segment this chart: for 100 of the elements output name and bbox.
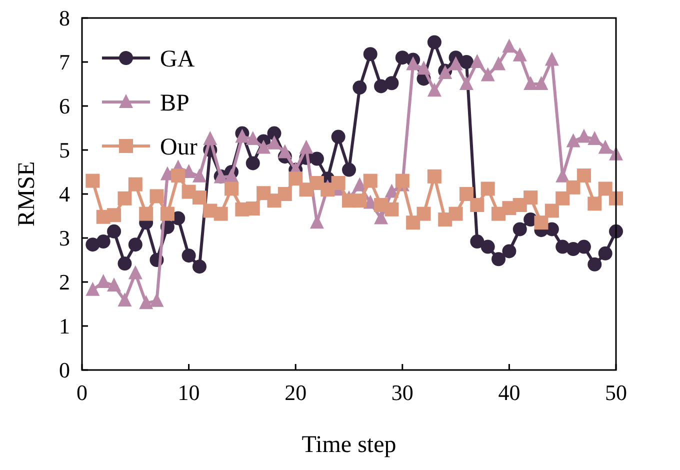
point <box>598 246 612 260</box>
point <box>480 67 495 82</box>
point <box>406 216 420 230</box>
point <box>118 191 132 206</box>
point <box>256 140 271 154</box>
point <box>459 76 474 90</box>
point <box>246 202 260 216</box>
point <box>427 82 442 97</box>
point <box>588 196 602 211</box>
point <box>588 257 602 272</box>
point <box>492 56 506 70</box>
point <box>86 282 100 296</box>
point <box>492 252 506 266</box>
point <box>352 80 367 95</box>
point <box>556 191 570 206</box>
point <box>598 140 612 154</box>
point <box>235 128 250 143</box>
y-axis-title: RMSE <box>14 161 40 227</box>
point <box>427 169 442 184</box>
point <box>448 206 463 221</box>
point <box>139 206 154 221</box>
point <box>150 189 164 204</box>
point <box>459 187 474 201</box>
point <box>139 295 154 310</box>
point <box>470 54 484 68</box>
point <box>192 260 206 274</box>
point <box>534 76 548 90</box>
point <box>416 60 431 75</box>
point <box>384 76 399 90</box>
point <box>107 278 122 292</box>
point <box>363 174 378 188</box>
point <box>96 234 110 249</box>
point <box>502 244 516 258</box>
y-tick-label: 1 <box>59 314 70 339</box>
point <box>107 208 122 222</box>
point <box>267 135 282 150</box>
point <box>331 130 346 144</box>
point <box>395 174 410 188</box>
point <box>524 76 538 90</box>
x-axis-title: Time step <box>302 432 396 458</box>
y-tick-label: 0 <box>59 358 70 383</box>
point <box>384 202 399 216</box>
point <box>384 184 399 198</box>
point <box>480 240 495 254</box>
point <box>416 206 431 221</box>
x-tick-label: 30 <box>391 380 414 405</box>
point <box>299 140 314 154</box>
point <box>128 265 142 280</box>
point <box>512 47 527 62</box>
point <box>534 216 548 230</box>
point <box>448 56 463 70</box>
y-tick-label: 8 <box>59 6 70 31</box>
y-tick-label: 2 <box>59 270 70 295</box>
point <box>246 131 260 145</box>
point <box>588 131 602 145</box>
x-tick-label: 10 <box>178 380 200 405</box>
point <box>246 156 260 170</box>
point <box>544 52 559 66</box>
y-tick-label: 6 <box>59 94 70 119</box>
point <box>128 177 142 192</box>
point <box>150 292 164 307</box>
point <box>288 172 303 186</box>
y-tick-label: 3 <box>59 226 70 251</box>
point <box>576 128 591 143</box>
point <box>331 176 346 190</box>
point <box>374 210 388 224</box>
point <box>524 190 538 205</box>
point <box>406 56 420 70</box>
y-tick-label: 4 <box>59 182 70 207</box>
point <box>171 168 186 183</box>
point <box>566 133 580 148</box>
point <box>278 187 292 201</box>
point <box>576 168 591 183</box>
point <box>427 35 442 50</box>
legend-label: Our <box>160 134 198 160</box>
point <box>310 152 324 166</box>
x-tick-label: 20 <box>284 380 307 405</box>
point <box>576 240 591 254</box>
point <box>342 162 356 177</box>
point <box>128 238 142 252</box>
point <box>96 274 110 288</box>
point <box>310 214 324 229</box>
point <box>160 206 174 221</box>
point <box>182 248 196 263</box>
legend-label: GA <box>160 46 196 72</box>
point <box>118 292 132 306</box>
x-tick-label: 50 <box>605 380 627 405</box>
point <box>459 55 474 69</box>
point <box>203 131 218 145</box>
y-tick-label: 7 <box>59 50 70 75</box>
point <box>224 182 239 196</box>
point <box>544 204 559 218</box>
point <box>267 126 282 140</box>
point <box>86 174 100 188</box>
x-tick-label: 0 <box>76 380 88 405</box>
point <box>192 190 206 205</box>
point <box>214 206 228 221</box>
point <box>502 38 516 53</box>
point <box>470 198 484 212</box>
point <box>566 180 580 194</box>
